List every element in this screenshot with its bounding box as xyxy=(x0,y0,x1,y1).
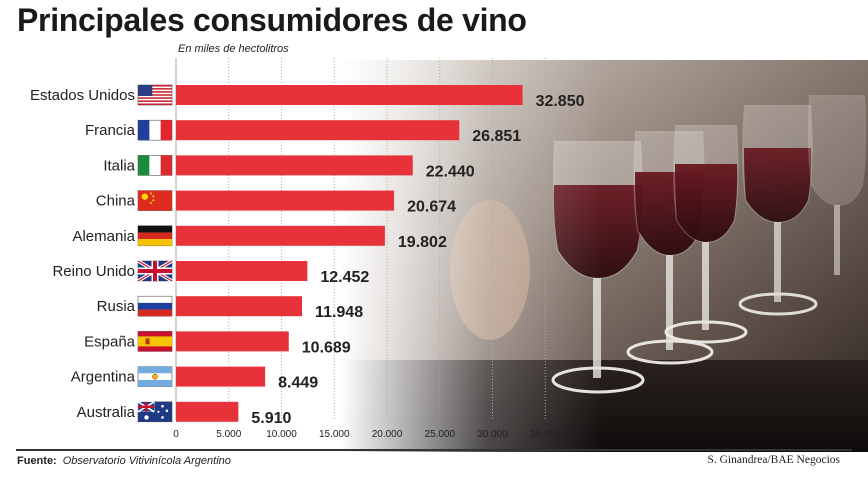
flag-russia-icon xyxy=(137,295,173,317)
source-text: Observatorio Vitivinícola Argentino xyxy=(62,455,231,467)
source-label: Fuente: xyxy=(17,455,57,467)
value-label: 12.452 xyxy=(320,269,369,286)
x-tick-label: 35.000 xyxy=(530,429,561,440)
chart-title: Principales consumidores de vino xyxy=(17,2,527,38)
value-label: 22.440 xyxy=(426,163,475,180)
category-label: Reino Unido xyxy=(52,263,135,280)
bar xyxy=(176,225,385,246)
value-label: 26.851 xyxy=(472,128,521,145)
category-label: España xyxy=(84,333,136,350)
flag-australia-icon xyxy=(137,401,173,423)
flag-usa-icon xyxy=(137,84,173,106)
footer-divider xyxy=(16,449,852,451)
flag-uk-icon xyxy=(137,259,173,283)
value-label: 11.948 xyxy=(315,304,363,321)
bar xyxy=(176,401,239,422)
category-label: Italia xyxy=(103,157,135,174)
wine-glasses-photo xyxy=(340,60,868,452)
value-label: 8.449 xyxy=(278,375,318,392)
bar xyxy=(176,85,523,105)
x-tick-label: 30.000 xyxy=(477,429,508,440)
category-label: Argentina xyxy=(71,369,136,386)
bar xyxy=(176,296,303,317)
value-label: 19.802 xyxy=(398,234,447,251)
bar xyxy=(176,366,266,387)
category-label: Rusia xyxy=(97,298,136,315)
flag-argentina-icon xyxy=(137,366,173,387)
x-tick-label: 10.000 xyxy=(266,429,297,440)
flag-italy-icon xyxy=(137,155,173,176)
value-label: 5.910 xyxy=(251,410,291,427)
bar xyxy=(176,261,308,281)
chart-subtitle: En miles de hectolitros xyxy=(178,43,289,55)
x-tick-label: 20.000 xyxy=(372,429,403,440)
category-label: Francia xyxy=(85,122,136,139)
x-tick-label: 15.000 xyxy=(319,429,350,440)
x-tick-label: 5.000 xyxy=(216,429,241,440)
flag-france-icon xyxy=(137,119,173,141)
category-label: China xyxy=(96,193,136,210)
value-label: 32.850 xyxy=(536,93,585,110)
bar xyxy=(176,190,395,211)
category-label: Alemania xyxy=(72,228,135,245)
flag-china-icon xyxy=(137,190,173,211)
bar xyxy=(176,155,413,176)
category-label: Estados Unidos xyxy=(30,87,135,104)
bar xyxy=(176,120,460,141)
value-label: 10.689 xyxy=(302,339,351,356)
x-tick-label: 0 xyxy=(173,429,179,440)
category-label: Australia xyxy=(77,404,136,421)
source-note: Fuente: Observatorio Vitivinícola Argenti… xyxy=(17,455,231,467)
flag-germany-icon xyxy=(137,225,173,247)
credit-text: S. Ginandrea/BAE Negocios xyxy=(707,454,840,466)
flag-spain-icon xyxy=(137,331,173,352)
bar xyxy=(176,331,289,352)
x-tick-label: 25.000 xyxy=(424,429,455,440)
value-label: 20.674 xyxy=(407,199,456,216)
